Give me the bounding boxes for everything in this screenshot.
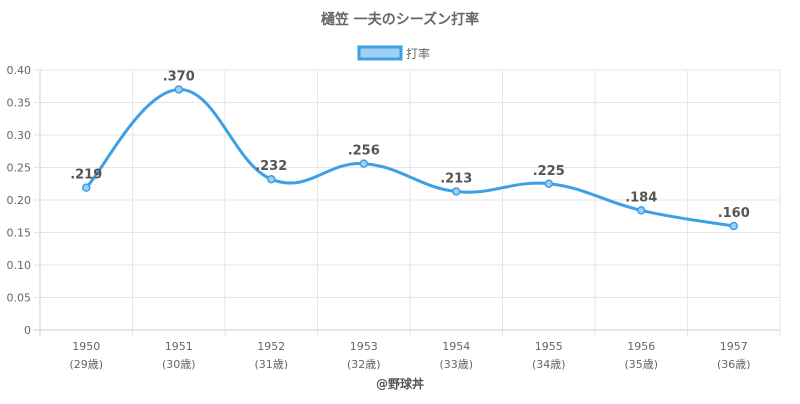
x-tick-sublabel: (34歳) — [532, 358, 566, 371]
x-tick-label: 1952 — [257, 340, 285, 353]
x-tick-sublabel: (33歳) — [439, 358, 473, 371]
y-tick-label: 0.40 — [7, 64, 32, 77]
y-tick-label: 0 — [24, 324, 31, 337]
y-axis: 0 0.05 0.10 0.15 0.20 0.25 0.30 0.35 0.40 — [7, 64, 32, 337]
data-point[interactable] — [544, 179, 553, 188]
x-tick-sublabel: (30歳) — [162, 358, 196, 371]
data-label: .225 — [533, 164, 565, 179]
grid — [34, 69, 781, 336]
x-tick-sublabel: (29歳) — [69, 358, 103, 371]
series-batting-average — [82, 85, 738, 231]
y-tick-label: 0.15 — [7, 227, 32, 240]
x-tick-label: 1957 — [720, 340, 748, 353]
y-tick-label: 0.25 — [7, 162, 32, 175]
x-tick-sublabel: (36歳) — [717, 358, 751, 371]
y-tick-label: 0.30 — [7, 129, 32, 142]
x-axis: 1950 (29歳) 1951 (30歳) 1952 (31歳) 1953 (32歳) 1954… — [69, 340, 750, 371]
data-point[interactable] — [637, 206, 646, 215]
legend-label: 打率 — [406, 46, 430, 61]
x-tick-sublabel: (35歳) — [624, 358, 658, 371]
data-point[interactable] — [174, 85, 183, 94]
y-tick-label: 0.35 — [7, 97, 32, 110]
x-tick-sublabel: (31歳) — [254, 358, 288, 371]
data-label: .370 — [163, 70, 195, 85]
data-label: .184 — [625, 190, 657, 205]
chart-title: 樋笠 一夫のシーズン打率 — [321, 11, 479, 28]
data-point[interactable] — [452, 187, 461, 196]
legend[interactable]: 打率 — [357, 45, 430, 61]
y-tick-label: 0.10 — [7, 259, 32, 272]
x-tick-label: 1951 — [165, 340, 193, 353]
data-point[interactable] — [267, 174, 276, 184]
data-point[interactable] — [729, 221, 738, 231]
data-label: .256 — [348, 144, 380, 159]
data-point[interactable] — [82, 183, 91, 192]
data-label: .219 — [70, 168, 102, 183]
credit-text: @野球丼 — [376, 376, 424, 391]
data-label: .160 — [718, 206, 750, 221]
x-tick-label: 1950 — [72, 340, 100, 353]
data-label: .232 — [255, 159, 287, 174]
data-labels: .219 .370 .232 .256 .213 .225 .184 .160 — [70, 70, 750, 222]
x-tick-label: 1956 — [627, 340, 655, 353]
data-label: .213 — [440, 172, 472, 187]
y-tick-label: 0.20 — [7, 194, 32, 207]
x-tick-label: 1953 — [350, 340, 378, 353]
y-tick-label: 0.05 — [7, 292, 32, 305]
x-tick-label: 1954 — [442, 340, 470, 353]
data-point[interactable] — [359, 159, 368, 168]
x-tick-sublabel: (32歳) — [347, 358, 381, 371]
legend-swatch — [357, 45, 403, 61]
x-tick-label: 1955 — [535, 340, 563, 353]
